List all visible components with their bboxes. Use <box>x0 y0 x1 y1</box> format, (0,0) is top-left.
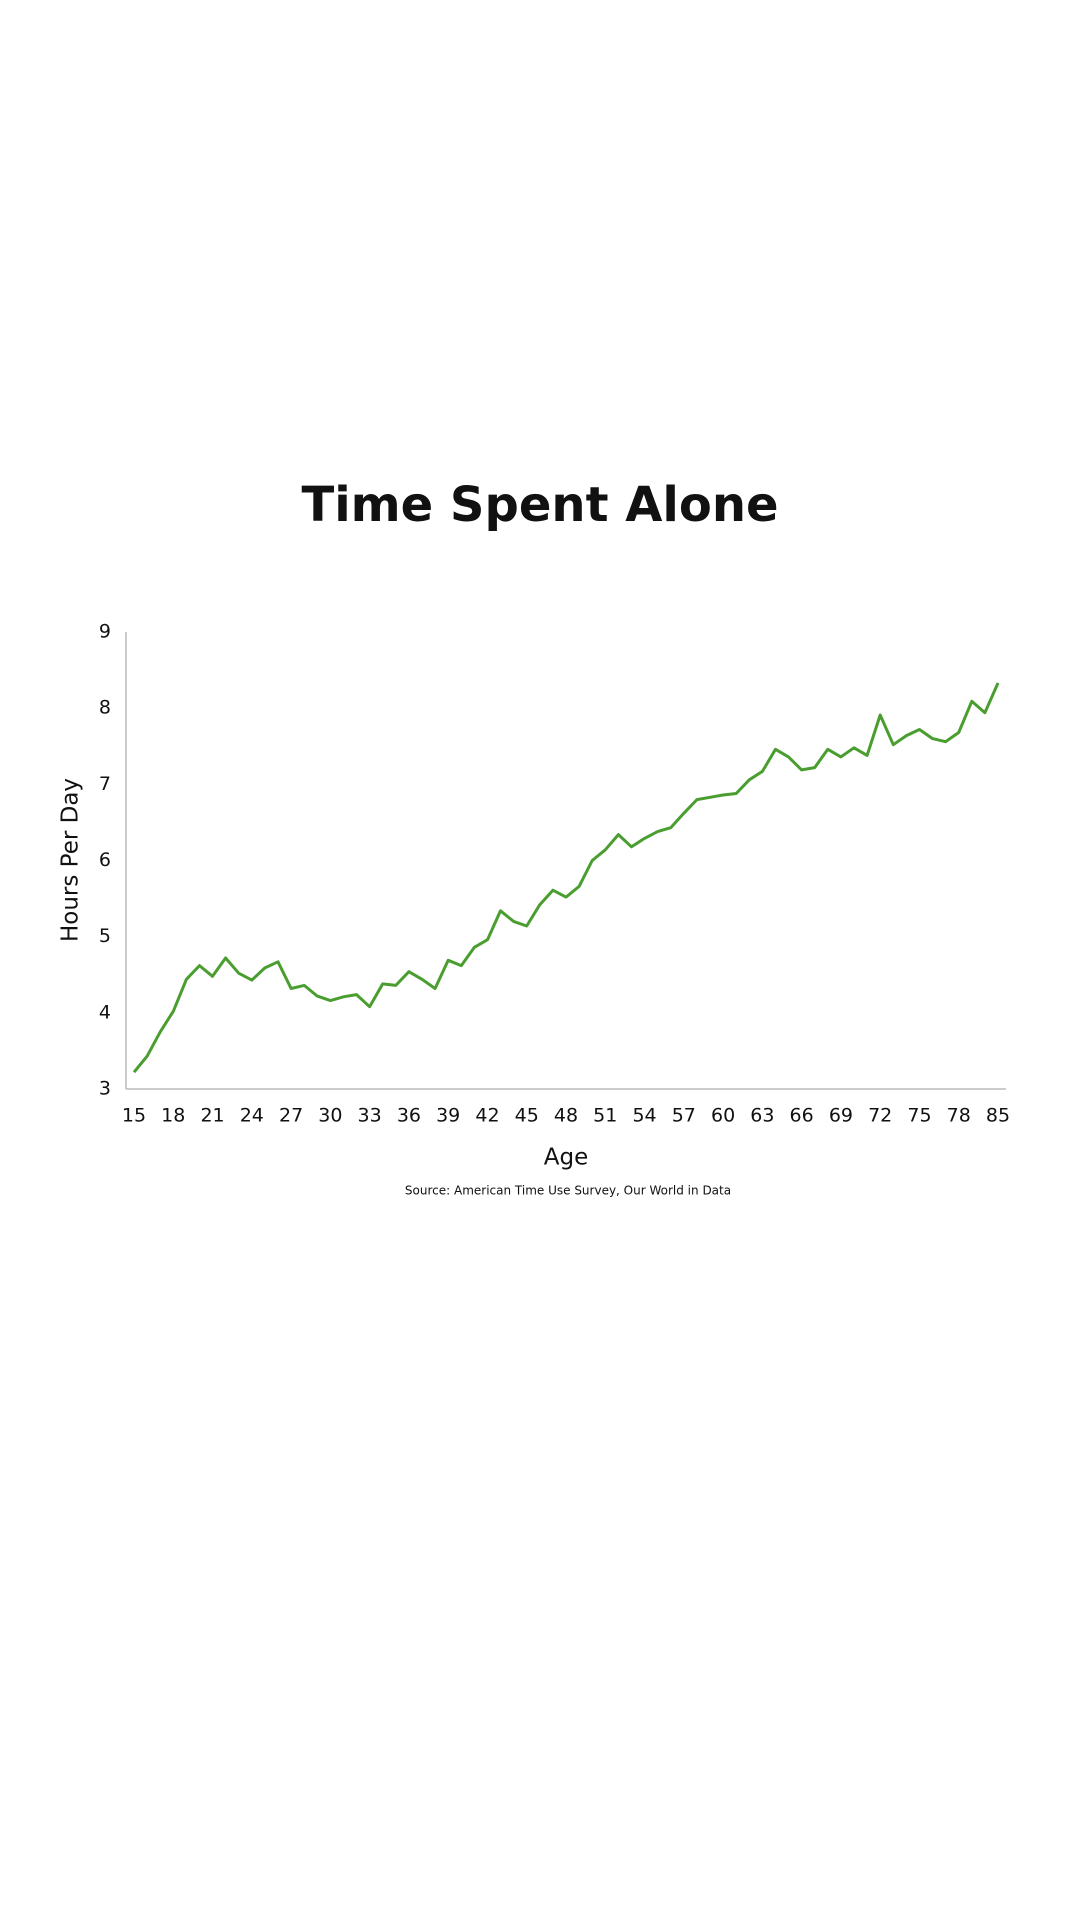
y-tick-label: 9 <box>99 621 111 643</box>
x-tick-label: 48 <box>554 1105 578 1127</box>
x-tick-label: 15 <box>122 1105 146 1127</box>
x-tick-label: 78 <box>947 1105 971 1127</box>
chart-title: Time Spent Alone <box>301 477 778 533</box>
x-tick-label: 69 <box>829 1105 853 1127</box>
y-tick-label: 5 <box>99 925 111 947</box>
x-tick-label: 18 <box>161 1105 185 1127</box>
x-tick-label: 72 <box>868 1105 892 1127</box>
y-tick-label: 3 <box>99 1078 111 1100</box>
x-tick-label: 57 <box>672 1105 696 1127</box>
x-axis-label: Age <box>544 1145 588 1171</box>
x-tick-label: 45 <box>515 1105 539 1127</box>
x-tick-label: 24 <box>240 1105 264 1127</box>
x-tick-label: 60 <box>711 1105 735 1127</box>
x-tick-label: 66 <box>790 1105 814 1127</box>
x-tick-label: 30 <box>318 1105 342 1127</box>
x-tick-label: 63 <box>750 1105 774 1127</box>
x-tick-label: 54 <box>632 1105 656 1127</box>
x-tick-label: 36 <box>397 1105 421 1127</box>
y-tick-label: 6 <box>99 849 111 871</box>
data-line <box>132 682 1000 1074</box>
x-tick-label: 42 <box>475 1105 499 1127</box>
x-tick-label: 39 <box>436 1105 460 1127</box>
x-tick-label: 51 <box>593 1105 617 1127</box>
x-tick-label: 21 <box>200 1105 224 1127</box>
y-tick-label: 4 <box>99 1001 111 1023</box>
x-tick-label: 33 <box>358 1105 382 1127</box>
y-axis-label: Hours Per Day <box>58 778 84 942</box>
x-tick-label: 75 <box>907 1105 931 1127</box>
y-tick-label: 8 <box>99 697 111 719</box>
x-tick-label: 27 <box>279 1105 303 1127</box>
x-tick-label: 85 <box>986 1105 1010 1127</box>
y-tick-label: 7 <box>99 773 111 795</box>
source-note: Source: American Time Use Survey, Our Wo… <box>405 1184 731 1198</box>
